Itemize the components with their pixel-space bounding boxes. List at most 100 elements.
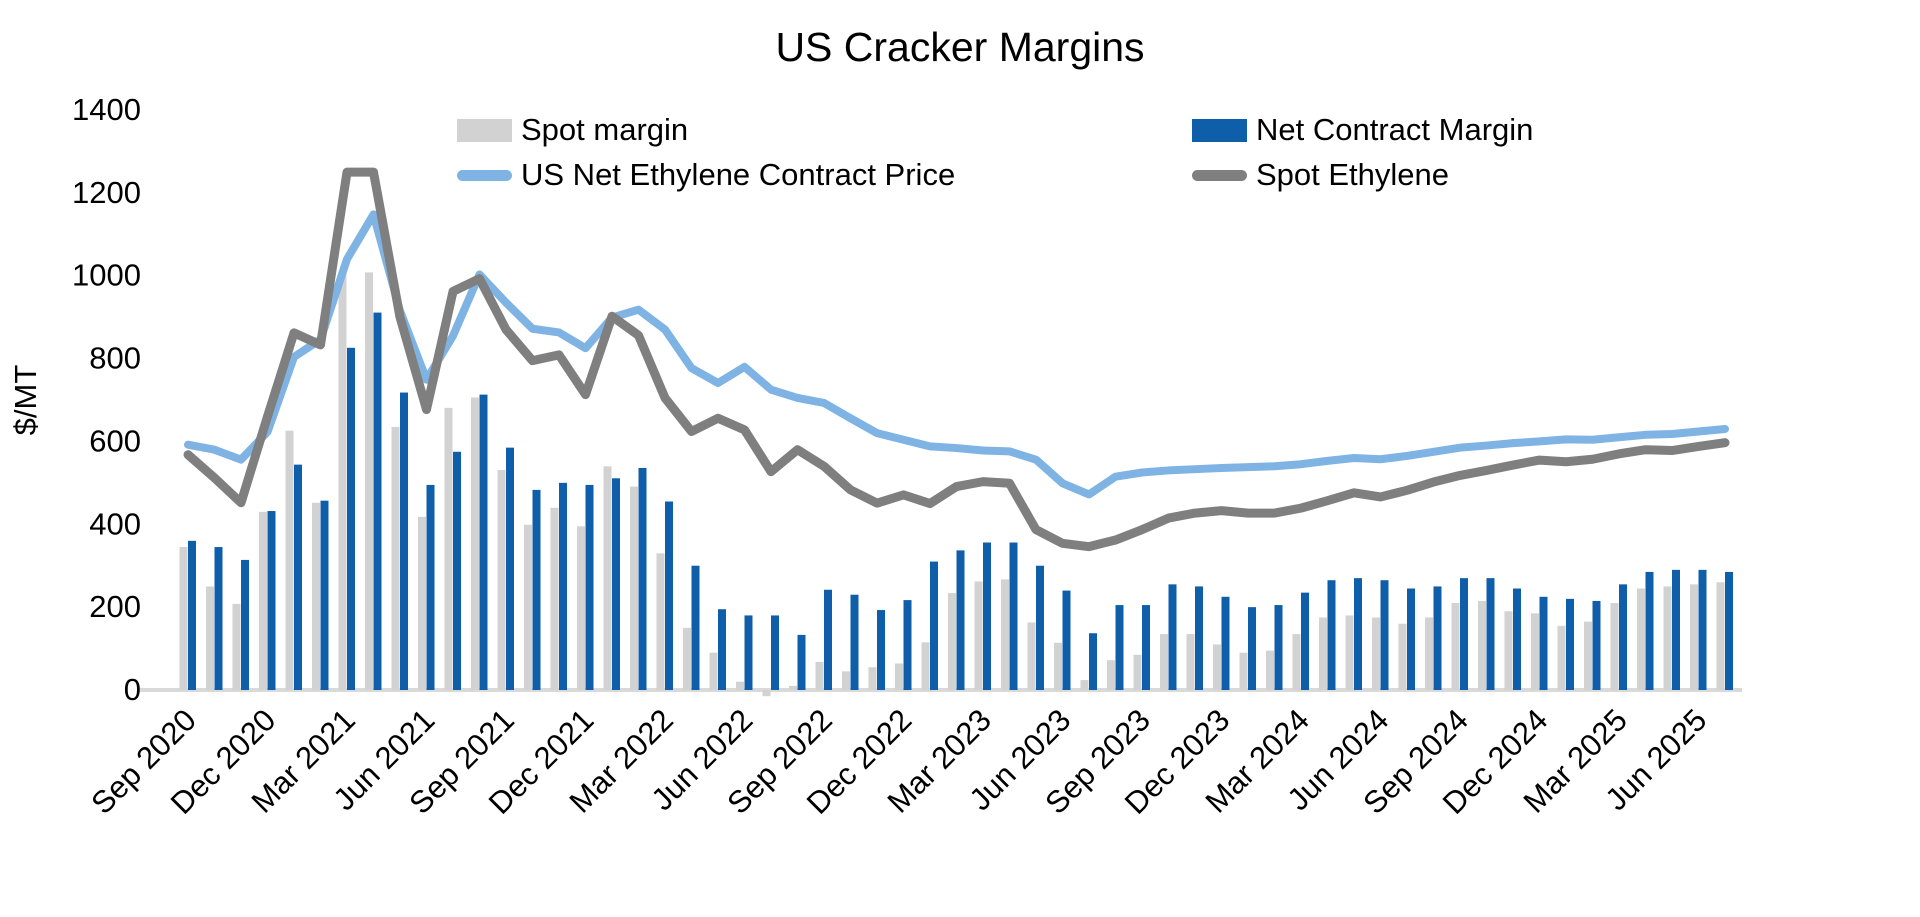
spot-margin-bar [338,272,347,690]
net-contract-margin-bar [532,489,541,690]
spot-margin-bar [1213,644,1221,690]
net-contract-margin-bar [373,312,382,690]
spot-margin-bar [1133,654,1142,690]
spot-margin-bar [630,486,638,690]
spot-margin-bar [1160,634,1168,690]
net-contract-margin-bar [294,464,302,690]
legend-item-net-contract-margin: Net Contract Margin [1192,112,1533,148]
net-contract-margin-bar [1009,542,1018,690]
net-contract-margin-bar [824,589,832,690]
net-contract-margin-bar [771,615,779,690]
net-contract-margin-bar [797,634,806,690]
net-contract-margin-bar [1486,578,1495,690]
net-contract-margin-bar [267,511,276,690]
spot-margin-bar [1345,615,1354,690]
spot-margin-bar [285,430,294,690]
net-contract-margin-bar [1513,588,1521,690]
net-contract-margin-bar [559,482,567,690]
spot-margin-bar [1054,642,1062,690]
spot-margin-bar [1531,613,1539,690]
net-contract-margin-bar [1460,578,1468,690]
spot-margin-bar [312,502,320,690]
spot-ethylene-line [183,167,1730,552]
net-contract-margin-bar [1274,605,1283,690]
spot-margin-bar [1451,603,1460,690]
legend-label-contract-price: US Net Ethylene Contract Price [521,157,956,192]
net-contract-margin-bar [400,392,408,690]
spot-margin-bar [1584,621,1592,690]
net-contract-margin-bar [1566,598,1574,690]
y-axis-tick-label: 200 [89,589,141,624]
spot-margin-bar [1504,611,1513,690]
net-contract-margin-bar [453,451,461,690]
spot-margin-bar [1186,634,1195,690]
spot-margin-bar [683,627,691,690]
net-contract-margin-bar [983,542,991,690]
spot-margin-swatch [457,118,512,142]
net-contract-margin-bar [930,561,938,690]
legend-label-net-contract-margin: Net Contract Margin [1256,112,1534,147]
spot-margin-bar [391,426,400,690]
spot-margin-bar [1107,660,1115,690]
net-contract-margin-bar [956,550,965,690]
net-contract-margin-bar [1725,571,1733,690]
spot-margin-bar [1478,600,1486,690]
x-axis-line [140,688,1742,692]
y-axis-tick-label: 1000 [72,258,141,293]
net-contract-margin-bar [1539,596,1548,690]
net-contract-margin-bar [1619,584,1627,690]
spot-margin-bar [1027,622,1036,690]
chart-title: US Cracker Margins [775,24,1145,70]
net-contract-margin-bar [1062,590,1071,690]
spot-margin-bar [815,661,824,690]
spot-margin-bar [1425,617,1433,690]
spot-margin-bar [1398,623,1407,690]
net-contract-margin-bar [1221,596,1230,690]
spot-margin-bar [179,547,188,690]
net-contract-margin-bar [638,467,647,690]
net-contract-margin-bar [877,610,885,690]
spot-margin-bar [1663,586,1672,690]
net-contract-margin-bar [1089,633,1097,690]
net-contract-margin-bar [1301,592,1309,690]
spot-margin-bar [232,603,241,690]
net-contract-margin-bar [1248,607,1256,690]
net-contract-margin-bar [1433,586,1442,690]
spot-margin-bar [206,586,214,690]
net-contract-margin-bar [1698,569,1707,690]
spot-margin-bar [709,652,718,690]
spot-ethylene-swatch [1192,169,1247,181]
spot-margin-bar [418,516,426,690]
net-contract-margin-bar [347,347,355,690]
net-contract-margin-bar [320,500,329,690]
y-axis-tick-label: 1400 [72,92,141,127]
spot-margin-bar [868,667,877,690]
legend-item-spot-ethylene: Spot Ethylene [1192,157,1449,193]
net-contract-margin-bar [1407,588,1415,690]
net-contract-margin-bar [1168,584,1177,690]
net-contract-margin-bar [1354,578,1362,690]
net-contract-margin-bar [665,501,673,690]
net-contract-margin-bar [612,478,620,690]
spot-margin-bar [1292,634,1301,690]
spot-margin-bar [1610,603,1619,690]
net-contract-margin-bar [1645,571,1654,690]
spot-margin-bar [921,642,930,690]
spot-margin-bar [524,524,532,690]
net-contract-margin-bar [1195,586,1203,690]
legend-item-contract-price: US Net Ethylene Contract Price [457,157,955,193]
spot-margin-bar [789,685,797,690]
spot-margin-bar [948,593,956,690]
spot-margin-bar [762,690,771,697]
spot-margin-bar [1372,617,1380,690]
y-axis-tick-label: 800 [89,341,141,376]
spot-margin-bar [842,671,850,690]
net-contract-margin-bar [903,600,912,690]
y-axis-tick-label: 0 [124,672,141,707]
spot-margin-bar [497,470,506,690]
spot-margin-bar [1080,680,1089,690]
y-axis-tick-label: 400 [89,506,141,541]
net-contract-margin-bar [744,615,753,690]
spot-margin-bar [1557,625,1566,690]
net-contract-margin-bar [1672,569,1680,690]
